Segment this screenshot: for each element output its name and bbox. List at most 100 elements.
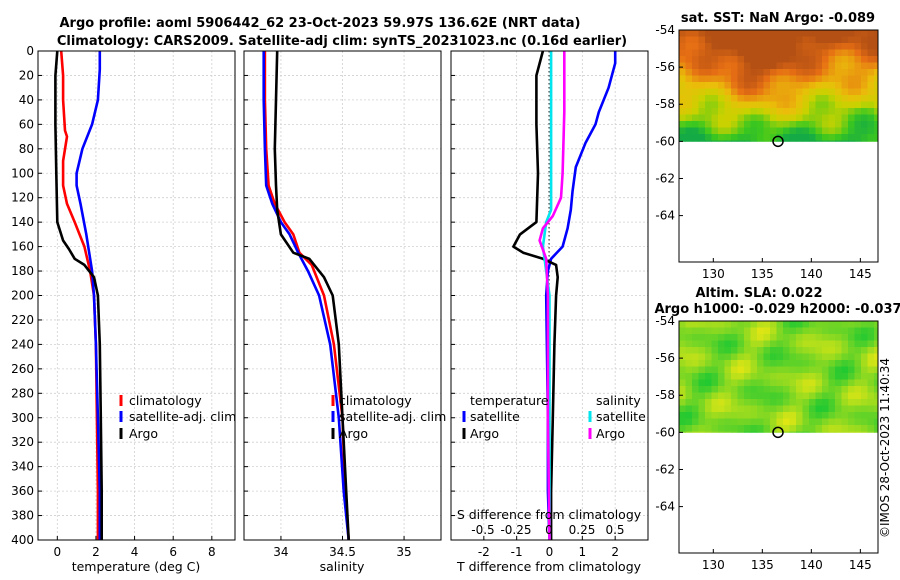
y-tick-label: -60: [655, 425, 675, 439]
x-tick-label: 140: [800, 558, 823, 572]
heatmap-cell: [874, 43, 879, 50]
heatmap-cell: [783, 431, 790, 433]
heatmap-cell: [705, 399, 712, 406]
heatmap-cell: [724, 360, 732, 367]
heatmap-cell: [711, 82, 719, 89]
heatmap-cell: [828, 36, 836, 44]
heatmap-cell: [724, 95, 732, 102]
heatmap-cell: [822, 399, 829, 406]
heatmap-cell: [711, 405, 719, 413]
heatmap-cell: [841, 127, 849, 135]
heatmap-cell: [861, 386, 868, 393]
heatmap-cell: [763, 140, 771, 142]
legend-label-sal-argo: Argo: [596, 426, 625, 441]
heatmap-cell: [750, 69, 758, 76]
heatmap-cell: [770, 340, 777, 348]
heatmap-cell: [770, 101, 777, 109]
heatmap-cell: [854, 114, 862, 122]
heatmap-cell: [783, 75, 790, 83]
heatmap-cell: [718, 69, 725, 76]
sal-tick: -0.25: [500, 523, 531, 537]
heatmap-cell: [679, 30, 686, 37]
heatmap-cell: [848, 30, 855, 37]
heatmap-cell: [789, 340, 797, 348]
heatmap-cell: [724, 101, 732, 109]
heatmap-cell: [731, 347, 738, 354]
heatmap-cell: [705, 366, 712, 374]
heatmap-cell: [848, 36, 855, 44]
x-tick-label: 2: [92, 545, 100, 559]
heatmap-cell: [783, 418, 790, 426]
heatmap-cell: [874, 88, 879, 96]
heatmap-cell: [783, 399, 790, 406]
heatmap-cell: [848, 101, 855, 109]
heatmap-cell: [796, 69, 803, 76]
heatmap-cell: [685, 134, 693, 141]
heatmap-cell: [822, 379, 829, 387]
heatmap-cell: [822, 386, 829, 393]
x-tick-label: 0: [53, 545, 61, 559]
heatmap-cell: [731, 127, 738, 135]
heatmap-cell: [679, 360, 686, 367]
series-line-temperature-argo: [512, 50, 560, 540]
heatmap-cell: [737, 340, 745, 348]
heatmap-cell: [802, 82, 810, 89]
heatmap-cell: [874, 36, 879, 44]
heatmap-cell: [861, 418, 868, 426]
heatmap-cell: [679, 49, 686, 57]
y-tick-label: -60: [655, 134, 675, 148]
heatmap-cell: [841, 36, 849, 44]
heatmap-cell: [874, 75, 879, 83]
heatmap-cell: [861, 88, 868, 96]
heatmap-cell: [744, 373, 751, 380]
heatmap-cell: [711, 373, 719, 380]
salinity-lines: [262, 50, 350, 541]
y-tick-label: 60: [19, 117, 34, 131]
heatmap-cell: [698, 399, 706, 406]
heatmap-cell: [867, 88, 875, 96]
heatmap-cell: [776, 327, 784, 335]
heatmap-cell: [731, 114, 738, 122]
x-tick-label: 135: [751, 267, 774, 281]
heatmap-cell: [705, 121, 712, 128]
heatmap-cell: [809, 114, 816, 122]
heatmap-cell: [809, 62, 816, 70]
heatmap-cell: [861, 43, 868, 50]
heatmap-cell: [796, 379, 803, 387]
heatmap-cell: [711, 360, 719, 367]
heatmap-cell: [718, 386, 725, 393]
heatmap-cell: [705, 386, 712, 393]
heatmap-cell: [763, 431, 771, 433]
heatmap-cell: [731, 62, 738, 70]
heatmap-cell: [815, 366, 823, 374]
heatmap-cell: [679, 88, 686, 96]
heatmap-cell: [828, 140, 836, 142]
y-tick-label: 100: [11, 166, 34, 180]
heatmap-cell: [861, 405, 868, 413]
heatmap-cell: [796, 418, 803, 426]
heatmap-cell: [763, 75, 771, 83]
heatmap-cell: [737, 95, 745, 102]
heatmap-cell: [724, 334, 732, 341]
heatmap-cell: [692, 36, 699, 44]
heatmap-cell: [854, 134, 862, 141]
heatmap-cell: [835, 75, 842, 83]
heatmap-cell: [711, 412, 719, 419]
heatmap-cell: [802, 121, 810, 128]
heatmap-cell: [737, 360, 745, 367]
heatmap-cell: [731, 431, 738, 433]
heatmap-cell: [685, 36, 693, 44]
heatmap-cell: [854, 56, 862, 63]
heatmap-cell: [822, 82, 829, 89]
heatmap-cell: [731, 425, 738, 432]
heatmap-cell: [770, 134, 777, 141]
heatmap-cell: [867, 334, 875, 341]
heatmap-cell: [679, 366, 686, 374]
heatmap-cell: [867, 340, 875, 348]
difference-frame: [450, 50, 649, 541]
heatmap-cell: [822, 114, 829, 122]
heatmap-cell: [815, 108, 823, 115]
heatmap-cell: [757, 62, 764, 70]
sal-tick: 0.5: [605, 523, 624, 537]
heatmap-cell: [692, 62, 699, 70]
